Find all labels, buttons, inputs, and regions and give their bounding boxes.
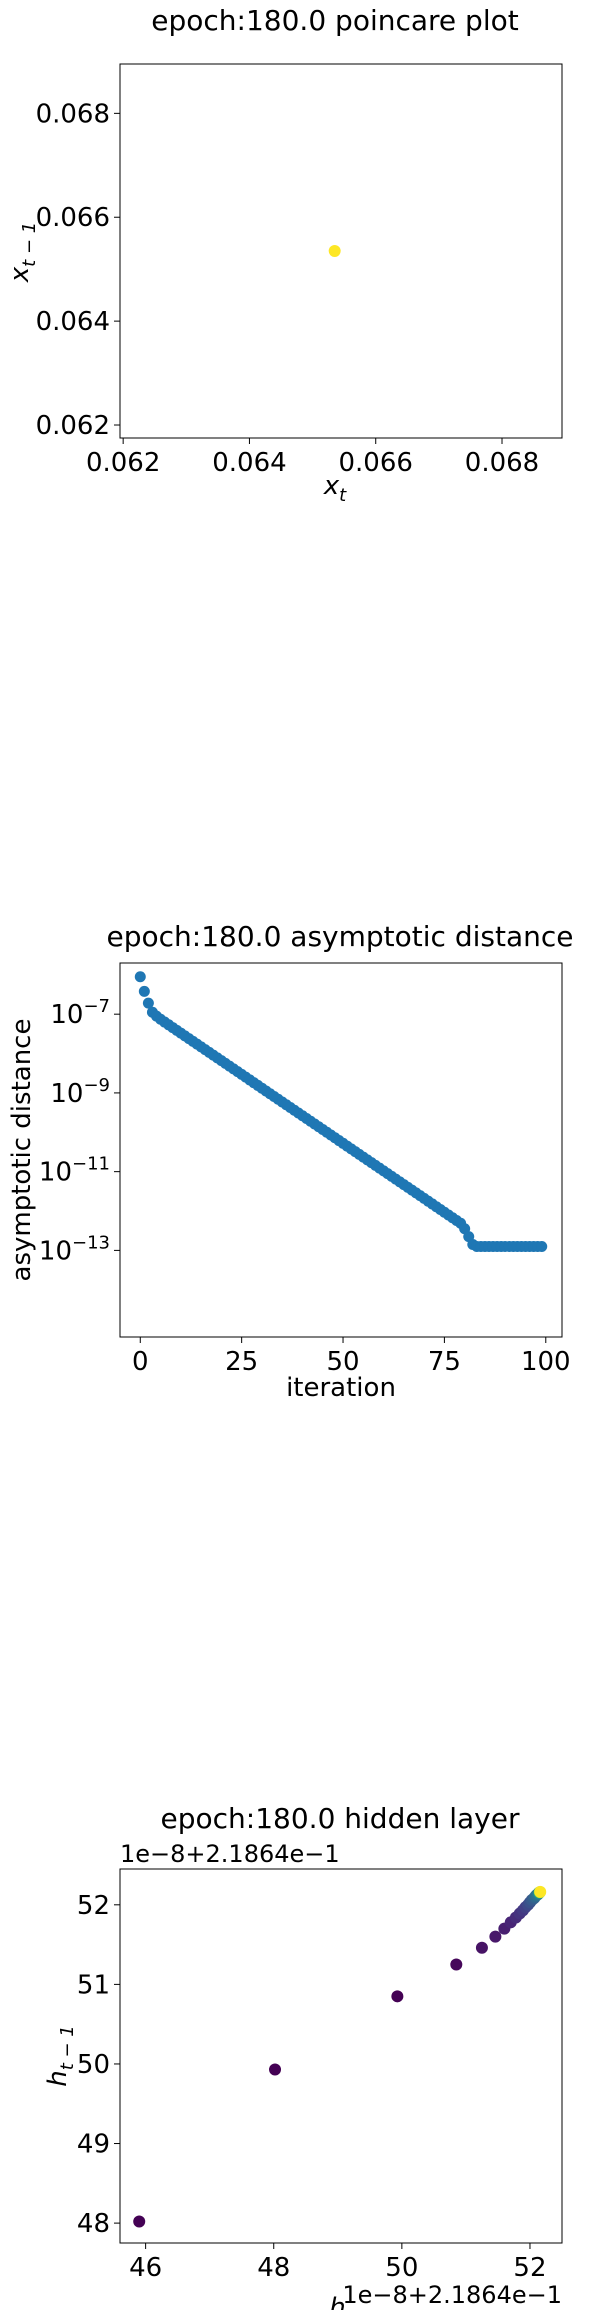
asymptotic-points <box>134 971 548 1252</box>
asymptotic-chart: epoch:180.0 asymptotic distance 0 25 50 75 1… <box>7 920 573 1403</box>
y-tick-label: 52 <box>77 1891 110 1921</box>
x-tick-label: 0.062 <box>86 448 160 478</box>
asymptotic-plot-area <box>119 962 563 1338</box>
data-point <box>391 1990 404 2003</box>
x-tick-label: 25 <box>225 1347 258 1377</box>
poincare-title: epoch:180.0 poincare plot <box>151 4 518 37</box>
x-tick-label: 52 <box>513 2253 546 2283</box>
x-tick-label: 50 <box>326 1347 359 1377</box>
x-tick-label: 48 <box>257 2253 290 2283</box>
x-tick-label: 0.068 <box>465 448 539 478</box>
y-tick-label: 48 <box>77 2209 110 2239</box>
hidden-layer-chart: epoch:180.0 hidden layer 1e−8+2.1864e−1 … <box>43 1802 563 2310</box>
y-tick-label: 50 <box>77 2050 110 2080</box>
data-point <box>475 1941 488 1954</box>
asymptotic-title: epoch:180.0 asymptotic distance <box>107 920 574 953</box>
poincare-chart: epoch:180.0 poincare plot 0.062 0.064 0.06… <box>5 4 563 506</box>
data-point <box>536 1240 548 1252</box>
data-point <box>142 997 154 1009</box>
hidden-layer-x-offset: 1e−8+2.1864e−1 <box>342 2281 562 2309</box>
x-tick-label: 100 <box>521 1347 571 1377</box>
y-tick-label: 51 <box>77 1970 110 2000</box>
asymptotic-x-label: iteration <box>286 1373 396 1403</box>
poincare-y-label: xt − 1 <box>5 222 40 283</box>
y-tick-label: 10−9 <box>50 1075 110 1109</box>
y-tick-label: 49 <box>77 2130 110 2160</box>
hidden-layer-y-label: ht − 1 <box>43 2025 78 2087</box>
x-tick-label: 0.066 <box>339 448 413 478</box>
hidden-layer-title: epoch:180.0 hidden layer <box>161 1802 520 1835</box>
x-tick-label: 46 <box>129 2253 162 2283</box>
y-tick-label: 10−7 <box>50 996 110 1030</box>
poincare-x-label: xt <box>323 471 347 506</box>
hidden-layer-ticks: 46 48 50 52 48 49 50 51 52 <box>77 1891 547 2283</box>
y-tick-label: 0.064 <box>36 307 110 337</box>
x-tick-label: 75 <box>428 1347 461 1377</box>
asymptotic-y-label: asymptotic distance <box>7 1019 37 1282</box>
hidden-layer-points <box>133 1885 547 2228</box>
y-tick-label: 0.066 <box>36 203 110 233</box>
y-tick-label: 0.068 <box>36 99 110 129</box>
hidden-layer-x-label: ht <box>329 2293 353 2310</box>
data-point <box>328 245 341 257</box>
data-point <box>138 985 150 997</box>
data-point <box>269 2063 282 2076</box>
x-tick-label: 0 <box>132 1347 149 1377</box>
data-point <box>134 971 146 983</box>
poincare-points <box>328 245 341 257</box>
poincare-ticks: 0.062 0.064 0.066 0.068 0.062 0.064 0.066 0.068 <box>36 99 540 478</box>
y-tick-label: 10−11 <box>39 1154 110 1188</box>
y-tick-label: 10−13 <box>39 1232 110 1266</box>
data-point <box>489 1930 502 1943</box>
asymptotic-ticks: 0 25 50 75 100 10−7 10−9 10−11 10−13 <box>39 996 571 1377</box>
data-point <box>534 1885 547 1898</box>
x-tick-label: 50 <box>385 2253 418 2283</box>
hidden-layer-y-offset: 1e−8+2.1864e−1 <box>120 1840 340 1868</box>
x-tick-label: 0.064 <box>212 448 286 478</box>
data-point <box>133 2215 146 2228</box>
data-point <box>450 1958 463 1971</box>
y-tick-label: 0.062 <box>36 411 110 441</box>
poincare-plot-area <box>119 63 563 439</box>
hidden-layer-plot-area <box>119 1868 563 2244</box>
